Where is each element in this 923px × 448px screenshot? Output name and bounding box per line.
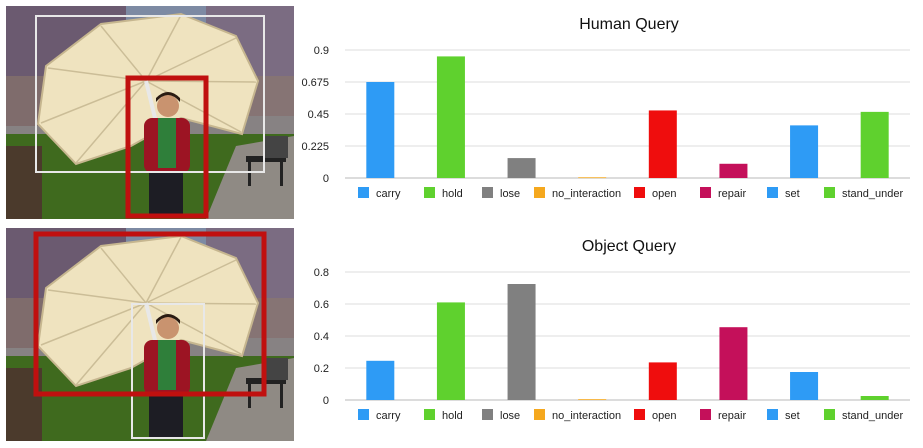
legend-swatch (358, 187, 369, 198)
legend-swatch (634, 187, 645, 198)
bench-seat (246, 156, 286, 162)
bar-set (790, 372, 819, 400)
y-tick-label: 0.2 (314, 363, 329, 375)
chart-title: Object Query (582, 238, 676, 255)
bar-hold (436, 56, 465, 178)
bench-back (264, 358, 288, 380)
person-shirt (158, 118, 176, 168)
y-tick-label: 0.675 (301, 77, 329, 89)
legend-swatch (767, 187, 778, 198)
legend-label: stand_under (842, 410, 903, 422)
bench-leg (248, 162, 251, 186)
legend-swatch (700, 187, 711, 198)
legend-label: no_interaction (552, 410, 621, 422)
legend-swatch (482, 187, 493, 198)
y-tick-label: 0.6 (314, 299, 329, 311)
bar-repair (719, 327, 748, 400)
legend-label: open (652, 410, 676, 422)
y-tick-label: 0.45 (308, 109, 329, 121)
legend-swatch (824, 409, 835, 420)
person-head (157, 317, 179, 339)
y-tick-label: 0.9 (314, 45, 329, 57)
legend-label: open (652, 188, 676, 200)
umbrella-rib (100, 247, 147, 304)
y-tick-label: 0.4 (314, 331, 329, 343)
legend-swatch (700, 409, 711, 420)
legend-label: hold (442, 188, 463, 200)
legend-label: repair (718, 188, 746, 200)
scene-image (6, 228, 294, 441)
umbrella-rib (145, 259, 237, 304)
scene-image (6, 6, 294, 219)
chart-svg: Object Query 0 0.2 0.4 0.6 0.8 carry hold lose… (314, 238, 910, 422)
umbrella-rib (145, 37, 237, 82)
bar-lose (507, 284, 536, 400)
bar-hold (436, 302, 465, 400)
bench-leg (280, 384, 283, 408)
object-box (35, 15, 265, 173)
umbrella-rib (75, 80, 147, 164)
legend-label: set (785, 188, 800, 200)
bar-lose (507, 158, 536, 178)
bench-leg (280, 162, 283, 186)
bar-stand_under (860, 396, 889, 400)
legend-label: carry (376, 410, 401, 422)
umbrella-rib (145, 236, 182, 304)
bar-repair (719, 163, 748, 178)
legend-swatch (424, 409, 435, 420)
y-tick-label: 0 (323, 173, 329, 185)
y-tick-label: 0.225 (301, 141, 329, 153)
legend-swatch (358, 409, 369, 420)
bar-carry (366, 82, 395, 178)
legend-label: stand_under (842, 188, 903, 200)
legend-swatch (534, 409, 545, 420)
umbrella-rib (40, 302, 147, 346)
umbrella-rib (145, 80, 257, 83)
bench-back (264, 136, 288, 158)
umbrella-rib (75, 302, 147, 386)
bar-no_interaction (578, 177, 607, 179)
human-box (131, 303, 205, 439)
y-tick-label: 0 (323, 395, 329, 407)
person-hair (156, 92, 180, 102)
legend-label: lose (500, 188, 520, 200)
person-shirt (158, 340, 176, 390)
legend-label: carry (376, 188, 401, 200)
legend-swatch (534, 187, 545, 198)
object-box-highlight (33, 231, 267, 397)
legend-label: no_interaction (552, 188, 621, 200)
legend-swatch (424, 187, 435, 198)
y-tick-label: 0.8 (314, 267, 329, 279)
photo-object-query (6, 228, 294, 441)
person-hair (156, 314, 180, 324)
human-box-highlight (125, 75, 209, 219)
umbrella-rib (145, 80, 242, 133)
legend-swatch (767, 409, 778, 420)
bar-carry (366, 360, 395, 400)
legend-label: set (785, 410, 800, 422)
umbrella-rib (100, 25, 147, 82)
bar-open (648, 110, 677, 178)
person-head (157, 95, 179, 117)
umbrella-rib (47, 289, 147, 304)
umbrella-rib (145, 14, 182, 82)
person-legs (149, 393, 183, 438)
object-query-chart: Object Query 0 0.2 0.4 0.6 0.8 carry hold lose… (300, 228, 920, 448)
umbrella-rib (145, 302, 242, 355)
bar-no_interaction (578, 399, 607, 400)
legend-swatch (634, 409, 645, 420)
chart-title: Human Query (579, 16, 679, 33)
human-query-chart: Human Query 0 0.225 0.45 0.675 0.9 carry hold… (300, 6, 920, 226)
legend-label: repair (718, 410, 746, 422)
legend-label: lose (500, 410, 520, 422)
photo-human-query (6, 6, 294, 219)
bar-stand_under (860, 111, 889, 178)
bar-set (790, 125, 819, 178)
legend-swatch (482, 409, 493, 420)
legend-label: hold (442, 410, 463, 422)
person-legs (149, 171, 183, 216)
legend-swatch (824, 187, 835, 198)
chart-svg: Human Query 0 0.225 0.45 0.675 0.9 carry hold… (301, 16, 910, 200)
bar-open (648, 362, 677, 400)
